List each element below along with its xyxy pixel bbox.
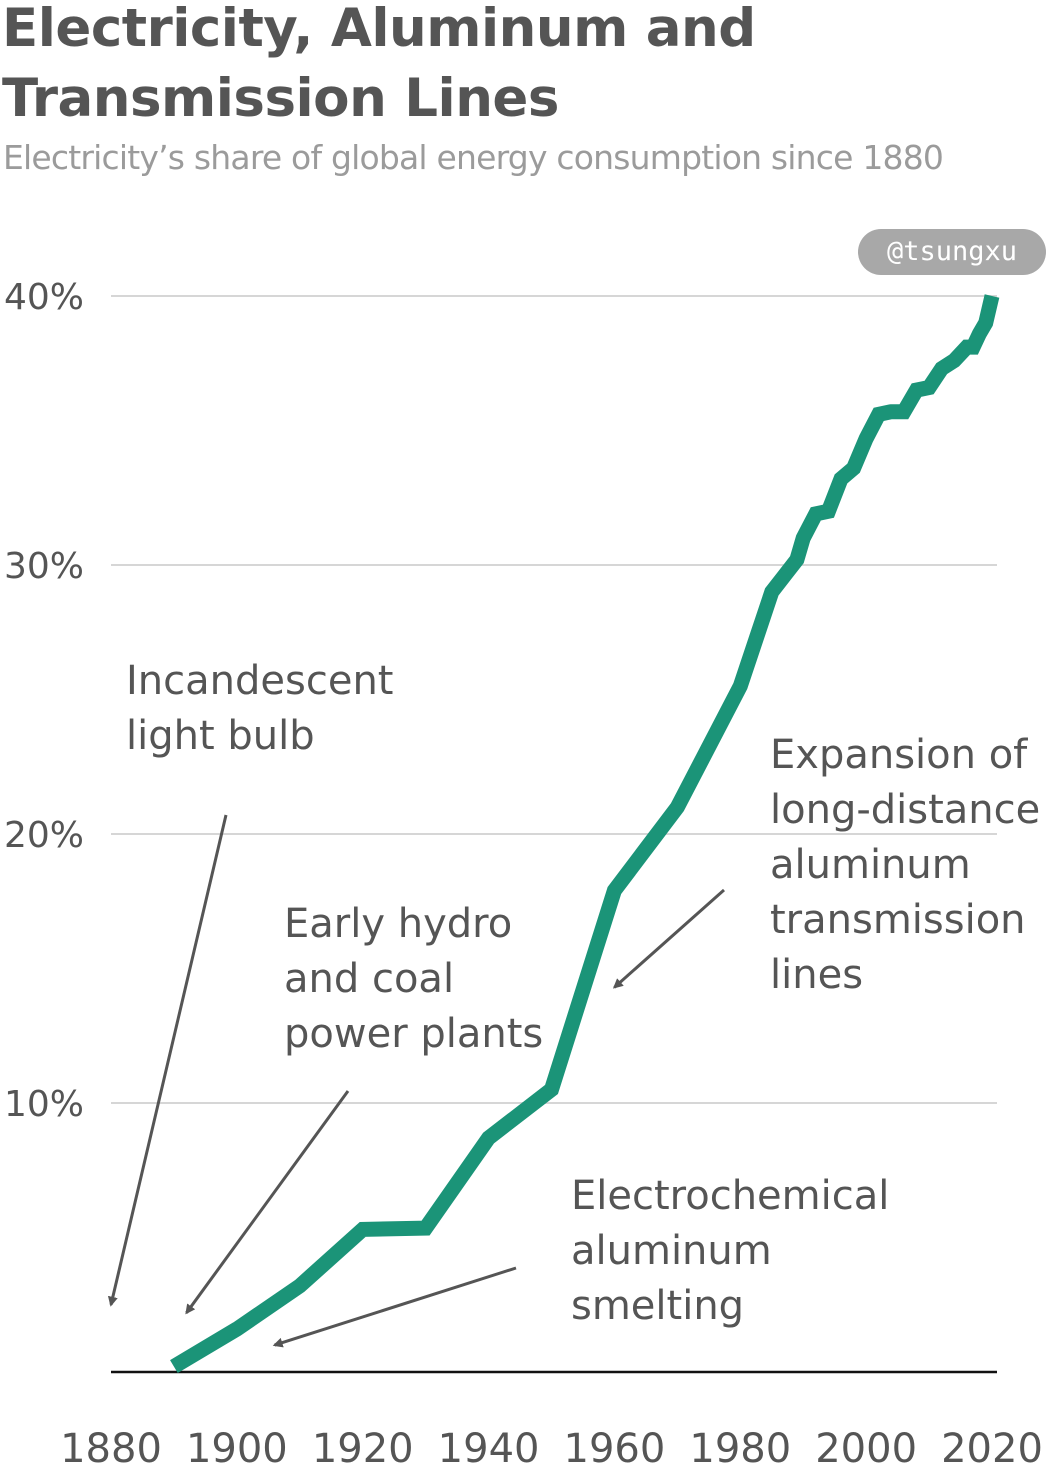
x-tick-label: 1960 <box>564 1426 666 1472</box>
x-tick-label: 1900 <box>186 1426 288 1472</box>
annotation-early-hydro-line: power plants <box>284 1011 543 1057</box>
annotation-transmission-lines-line: transmission <box>770 897 1026 943</box>
annotation-transmission-lines-arrow <box>612 888 725 989</box>
annotation-aluminum-smelting-line: aluminum <box>571 1228 772 1274</box>
annotation-incandescent-text: Incandescent light bulb <box>126 658 393 759</box>
annotation-aluminum-smelting-text: Electrochemical aluminum smelting <box>571 1173 889 1329</box>
y-tick-label: 20% <box>4 815 84 856</box>
y-tick-label: 10% <box>4 1084 84 1125</box>
annotation-aluminum-smelting-line: smelting <box>571 1283 744 1329</box>
x-tick-label: 2020 <box>941 1426 1043 1472</box>
annotation-aluminum-smelting-line: Electrochemical <box>571 1173 889 1219</box>
title-line-2: Transmission Lines <box>2 68 559 129</box>
watermark-badge: @tsungxu <box>858 229 1046 275</box>
x-tick-label: 1880 <box>60 1426 162 1472</box>
annotation-transmission-lines-line: lines <box>770 952 863 998</box>
annotation-aluminum-smelting-arrow <box>272 1266 517 1348</box>
chart-title: Electricity, Aluminum and Transmission L… <box>2 0 756 134</box>
annotation-early-hydro-line: and coal <box>284 956 454 1002</box>
annotation-early-hydro-arrow <box>185 1090 350 1315</box>
annotation-transmission-lines-line: long-distance <box>770 787 1040 833</box>
x-tick-label: 1920 <box>312 1426 414 1472</box>
annotation-early-hydro-line: Early hydro <box>284 901 512 947</box>
x-tick-label: 1940 <box>438 1426 540 1472</box>
y-tick-label: 40% <box>4 277 84 318</box>
chart-subtitle: Electricity’s share of global energy con… <box>3 138 944 177</box>
annotation-incandescent-line: light bulb <box>126 713 315 759</box>
annotation-early-hydro-text: Early hydro and coal power plants <box>284 901 543 1057</box>
x-tick-label: 2000 <box>815 1426 917 1472</box>
annotation-incandescent-arrow <box>107 814 228 1307</box>
series-line <box>170 294 1000 1374</box>
title-line-1: Electricity, Aluminum and <box>2 0 756 59</box>
annotation-transmission-lines-line: Expansion of <box>770 732 1028 778</box>
annotation-transmission-lines-text: Expansion of long-distance aluminum transmi… <box>770 732 1040 998</box>
x-tick-label: 1980 <box>689 1426 791 1472</box>
annotation-transmission-lines-line: aluminum <box>770 842 971 888</box>
y-tick-label: 30% <box>4 546 84 587</box>
annotation-incandescent-line: Incandescent <box>126 658 393 704</box>
